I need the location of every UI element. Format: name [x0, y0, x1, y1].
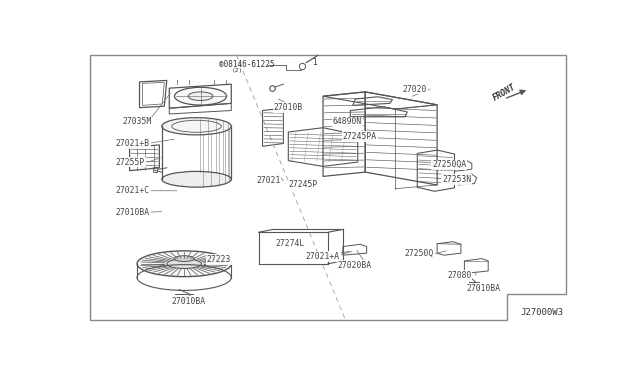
Ellipse shape	[174, 256, 194, 262]
Text: 27010BA: 27010BA	[467, 283, 501, 293]
Text: (2): (2)	[231, 68, 243, 73]
Text: 27020: 27020	[403, 84, 427, 93]
Text: 1: 1	[312, 58, 316, 67]
Text: 27223: 27223	[207, 255, 231, 264]
Text: 27021+C: 27021+C	[116, 186, 150, 195]
Text: 27021+A: 27021+A	[306, 252, 340, 261]
Text: 27020BA: 27020BA	[338, 261, 372, 270]
Ellipse shape	[137, 251, 231, 277]
Text: 64890N: 64890N	[333, 118, 362, 126]
Text: 27010BA: 27010BA	[116, 208, 150, 217]
Text: 27250QA: 27250QA	[432, 160, 467, 169]
Text: 27021: 27021	[256, 176, 280, 185]
Ellipse shape	[162, 118, 231, 135]
Ellipse shape	[167, 259, 202, 269]
Text: 27253N: 27253N	[442, 175, 471, 184]
Ellipse shape	[175, 87, 227, 105]
Text: 27245PA: 27245PA	[343, 132, 377, 141]
Text: 27080: 27080	[447, 271, 472, 280]
Text: 27250Q: 27250Q	[405, 249, 434, 258]
Text: 27245P: 27245P	[288, 180, 317, 189]
Text: FRONT: FRONT	[492, 82, 518, 103]
Text: 27021+B: 27021+B	[116, 139, 150, 148]
Text: 27010BA: 27010BA	[172, 296, 206, 305]
Ellipse shape	[162, 171, 231, 187]
Text: 27010B: 27010B	[273, 103, 303, 112]
Text: 27255P: 27255P	[116, 158, 145, 167]
Text: ®08146-61225: ®08146-61225	[219, 60, 275, 69]
Text: J27000W3: J27000W3	[520, 308, 564, 317]
Text: 27274L: 27274L	[276, 239, 305, 248]
Ellipse shape	[188, 92, 213, 100]
Text: 27035M: 27035M	[122, 118, 152, 126]
